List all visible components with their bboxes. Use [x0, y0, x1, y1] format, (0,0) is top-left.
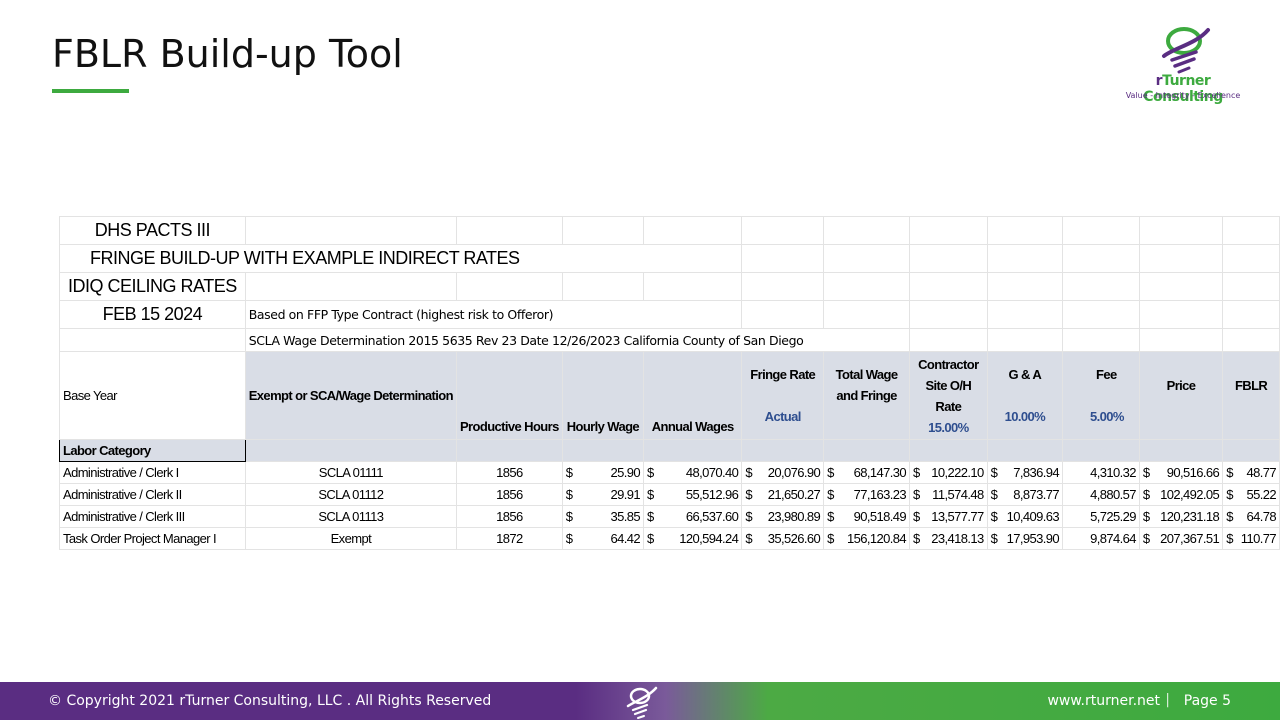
header-annual: Annual Wages: [642, 351, 743, 440]
scla-note: SCLA Wage Determination 2015 5635 Rev 23…: [244, 328, 911, 352]
cell-hours: 1856: [455, 505, 563, 528]
cell-category: Administrative / Clerk II: [59, 483, 246, 506]
cell-hourly: $25.90: [561, 461, 645, 484]
cell-price: $120,231.18: [1138, 505, 1224, 528]
lightbulb-logo-icon: [626, 686, 658, 719]
cell-hours: 1872: [455, 527, 563, 550]
contract-note: Based on FFP Type Contract (highest risk…: [244, 300, 743, 329]
cell-fblr: $55.22: [1222, 483, 1280, 506]
header-total: Total Wage and Fringe: [823, 351, 911, 440]
header-row: Base Year Exempt or SCA/Wage Determinati…: [59, 351, 1280, 440]
cell-hours: 1856: [455, 461, 563, 484]
cell-category: Administrative / Clerk I: [59, 461, 246, 484]
cell-price: $90,516.66: [1138, 461, 1224, 484]
cell-fee: 9,874.64: [1062, 527, 1140, 550]
header-fee: Fee 5.00%: [1062, 351, 1140, 440]
labor-category-label: Labor Category: [59, 439, 246, 462]
cell-total: $68,147.30: [823, 461, 911, 484]
logo-tagline: Value - Integrity - Excellence: [1125, 91, 1241, 100]
table-row: Administrative / Clerk III SCLA 01113 18…: [59, 505, 1280, 528]
cell-price: $207,367.51: [1138, 527, 1224, 550]
sheet-title-2: FRINGE BUILD-UP WITH EXAMPLE INDIRECT RA…: [58, 244, 743, 273]
cell-annual: $48,070.40: [642, 461, 743, 484]
cell-ga: $7,836.94: [986, 461, 1064, 484]
cell-code: SCLA 01112: [244, 483, 457, 506]
cell-oh: $11,574.48: [909, 483, 988, 506]
header-oh: Contractor Site O/H Rate 15.00%: [909, 351, 988, 440]
cell-hours: 1856: [455, 483, 563, 506]
header-hourly: Hourly Wage: [561, 351, 645, 440]
scla-note-row: SCLA Wage Determination 2015 5635 Rev 23…: [59, 328, 1280, 352]
cell-annual: $66,537.60: [642, 505, 743, 528]
cell-code: SCLA 01111: [244, 461, 457, 484]
cell-category: Task Order Project Manager I: [59, 527, 246, 550]
sheet-title-1: DHS PACTS III: [59, 216, 246, 245]
header-price: Price: [1138, 351, 1224, 440]
cell-total: $77,163.23: [823, 483, 911, 506]
cell-fee: 4,310.32: [1062, 461, 1140, 484]
header-exempt: Exempt or SCA/Wage Determination: [244, 351, 457, 440]
sheet-title-3: IDIQ CEILING RATES: [59, 272, 246, 301]
labor-category-row: Labor Category: [59, 439, 1280, 462]
cell-ga: $10,409.63: [986, 505, 1064, 528]
cell-fringe: $20,076.90: [741, 461, 825, 484]
cell-fblr: $64.78: [1222, 505, 1280, 528]
cell-fee: 4,880.57: [1062, 483, 1140, 506]
cell-total: $156,120.84: [823, 527, 911, 550]
cell-fee: 5,725.29: [1062, 505, 1140, 528]
header-ga: G & A 10.00%: [986, 351, 1064, 440]
cell-oh: $23,418.13: [909, 527, 988, 550]
cell-price: $102,492.05: [1138, 483, 1224, 506]
sheet-title-row: FEB 15 2024 Based on FFP Type Contract (…: [59, 300, 1280, 329]
cell-fringe: $35,526.60: [741, 527, 825, 550]
sheet-date: FEB 15 2024: [59, 300, 246, 329]
cell-oh: $10,222.10: [909, 461, 988, 484]
cell-ga: $17,953.90: [986, 527, 1064, 550]
cell-fblr: $110.77: [1222, 527, 1280, 550]
title-underline: [52, 89, 129, 93]
page-number: Page 5: [1183, 693, 1231, 709]
table-row: Administrative / Clerk II SCLA 01112 185…: [59, 483, 1280, 506]
website-link[interactable]: www.rturner.net: [1047, 693, 1160, 709]
sheet-title-row: IDIQ CEILING RATES: [59, 272, 1280, 301]
cell-fringe: $21,650.27: [741, 483, 825, 506]
company-logo: rTurner Consulting Value - Integrity - E…: [1118, 22, 1248, 105]
cell-annual: $55,512.96: [642, 483, 743, 506]
cell-category: Administrative / Clerk III: [59, 505, 246, 528]
footer-bar: © Copyright 2021 rTurner Consulting, LLC…: [0, 682, 1280, 720]
fringe-sub: Actual: [764, 409, 802, 424]
cell-hourly: $35.85: [561, 505, 645, 528]
ga-rate: 10.00%: [1004, 409, 1046, 424]
cell-fblr: $48.77: [1222, 461, 1280, 484]
sheet-title-row: FRINGE BUILD-UP WITH EXAMPLE INDIRECT RA…: [58, 244, 1280, 273]
table-row: Administrative / Clerk I SCLA 01111 1856…: [59, 461, 1280, 484]
header-hours: Productive Hours: [455, 351, 563, 440]
fee-rate: 5.00%: [1090, 409, 1124, 424]
cell-fringe: $23,980.89: [741, 505, 825, 528]
cell-total: $90,518.49: [823, 505, 911, 528]
logo-name: rTurner Consulting: [1143, 73, 1223, 105]
header-fringe: Fringe Rate Actual: [741, 351, 825, 440]
cell-hourly: $29.91: [561, 483, 645, 506]
cell-oh: $13,577.77: [909, 505, 988, 528]
copyright-text: © Copyright 2021 rTurner Consulting, LLC…: [48, 693, 492, 709]
sheet-title-row: DHS PACTS III: [59, 216, 1280, 245]
cell-code: SCLA 01113: [244, 505, 457, 528]
table-row: Task Order Project Manager I Exempt 1872…: [59, 527, 1280, 550]
cell-hourly: $64.42: [561, 527, 645, 550]
oh-rate: 15.00%: [928, 419, 969, 435]
page-title: FBLR Build-up Tool: [52, 32, 403, 76]
footer-separator: |: [1165, 692, 1170, 708]
header-fblr: FBLR: [1222, 351, 1280, 440]
cell-ga: $8,873.77: [986, 483, 1064, 506]
base-year-label: Base Year: [59, 351, 246, 440]
fblr-table: DHS PACTS III FRINGE BUILD-UP WITH EXAMP…: [58, 216, 1280, 550]
cell-code: Exempt: [244, 527, 457, 550]
lightbulb-logo-icon: [1162, 27, 1210, 74]
cell-annual: $120,594.24: [642, 527, 743, 550]
